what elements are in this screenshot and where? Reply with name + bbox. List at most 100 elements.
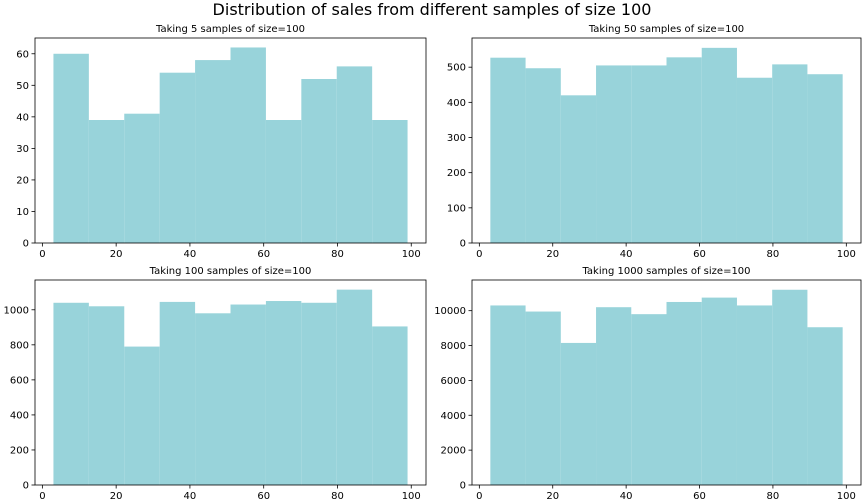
y-tick-label: 400 xyxy=(10,410,29,421)
y-tick-label: 800 xyxy=(10,340,29,351)
subplot-4: 0 20 40 60 80 100 0 2000 4000 6000 8000 10000 Taking… xyxy=(434,266,862,502)
histogram-bar xyxy=(159,72,196,243)
subplot-title: Taking 50 samples of size=100 xyxy=(588,24,744,35)
histogram-bar xyxy=(631,314,667,485)
subplot-1: 0 20 40 60 80 100 0 10 20 30 40 50 60 Taking 5 sample… xyxy=(16,24,427,260)
y-tick-label: 0 xyxy=(23,481,29,492)
histogram-bar xyxy=(195,313,231,485)
y-tick-label: 30 xyxy=(16,144,29,155)
histogram-bar xyxy=(372,120,408,243)
histogram-bar xyxy=(195,60,231,244)
x-tick-label: 60 xyxy=(257,249,270,260)
histogram-bar xyxy=(336,289,373,485)
histogram-bar xyxy=(560,342,597,485)
histogram-bar xyxy=(631,65,667,244)
histogram-bar xyxy=(53,302,89,485)
histogram-bar xyxy=(772,289,808,485)
x-tick-label: 0 xyxy=(476,491,482,502)
figure-title: Distribution of sales from different sam… xyxy=(212,0,652,19)
y-tick-label: 0 xyxy=(460,239,466,250)
histogram-bar xyxy=(124,346,160,485)
x-tick-label: 20 xyxy=(110,249,123,260)
histogram-bar xyxy=(53,53,89,244)
y-tick-label: 200 xyxy=(10,445,29,456)
histogram-bar xyxy=(736,77,773,243)
x-tick-label: 60 xyxy=(257,491,270,502)
histogram-bar xyxy=(230,47,266,243)
x-tick-label: 20 xyxy=(546,249,559,260)
histogram-bar xyxy=(301,302,337,485)
y-tick-label: 600 xyxy=(10,375,29,386)
x-tick-label: 80 xyxy=(767,491,780,502)
x-tick-label: 80 xyxy=(331,249,344,260)
axes-frame xyxy=(471,37,862,244)
histogram-bar xyxy=(807,327,843,485)
x-tick-label: 100 xyxy=(402,249,421,260)
y-tick-label: 1000 xyxy=(4,305,29,316)
histogram-bar xyxy=(490,305,526,485)
y-tick-label: 50 xyxy=(16,81,29,92)
x-tick-label: 60 xyxy=(693,491,706,502)
histogram-bar xyxy=(88,120,125,243)
x-tick-label: 80 xyxy=(331,491,344,502)
axes-frame xyxy=(34,279,427,486)
x-tick-label: 100 xyxy=(837,249,856,260)
histogram-bar xyxy=(336,66,373,243)
y-tick-label: 60 xyxy=(16,49,29,60)
histogram-bar xyxy=(490,57,526,243)
subplot-title: Taking 100 samples of size=100 xyxy=(149,266,312,277)
x-tick-label: 100 xyxy=(837,491,856,502)
y-tick-label: 10 xyxy=(16,207,29,218)
y-tick-label: 40 xyxy=(16,112,29,123)
histogram-bar xyxy=(525,311,561,485)
histogram-bar xyxy=(301,79,337,243)
x-tick-label: 20 xyxy=(110,491,123,502)
x-tick-label: 60 xyxy=(693,249,706,260)
x-tick-label: 40 xyxy=(620,491,633,502)
y-tick-label: 500 xyxy=(447,63,466,74)
x-tick-label: 20 xyxy=(546,491,559,502)
x-tick-label: 40 xyxy=(184,491,197,502)
x-tick-label: 0 xyxy=(39,249,45,260)
histogram-bar xyxy=(159,301,196,485)
y-tick-label: 100 xyxy=(447,203,466,214)
histogram-bar xyxy=(701,297,737,485)
y-tick-label: 400 xyxy=(447,98,466,109)
histogram-bar xyxy=(596,307,632,485)
histogram-bar xyxy=(265,301,302,485)
histogram-bar xyxy=(525,68,561,243)
x-tick-label: 40 xyxy=(620,249,633,260)
y-tick-label: 200 xyxy=(447,168,466,179)
y-tick-label: 8000 xyxy=(441,341,466,352)
histogram-bar xyxy=(666,301,702,485)
subplot-title: Taking 1000 samples of size=100 xyxy=(581,266,750,277)
y-tick-label: 2000 xyxy=(441,446,466,457)
histogram-bar xyxy=(596,65,632,244)
axes-frame xyxy=(471,279,862,486)
histogram-bar xyxy=(666,57,702,243)
histogram-bar xyxy=(88,306,125,485)
y-tick-label: 0 xyxy=(23,239,29,250)
x-tick-label: 80 xyxy=(767,249,780,260)
x-tick-label: 0 xyxy=(476,249,482,260)
histogram-bar xyxy=(807,74,843,244)
subplot-title: Taking 5 samples of size=100 xyxy=(155,24,305,35)
x-tick-label: 100 xyxy=(402,491,421,502)
subplot-2: 0 20 40 60 80 100 0 100 200 300 400 500 Taking 50 sa… xyxy=(447,24,862,260)
histogram-bar xyxy=(372,326,408,485)
x-tick-label: 40 xyxy=(184,249,197,260)
x-tick-label: 0 xyxy=(39,491,45,502)
histogram-bar xyxy=(701,47,737,243)
y-tick-label: 20 xyxy=(16,175,29,186)
axes-frame xyxy=(34,37,427,244)
histogram-bar xyxy=(230,304,266,485)
y-tick-label: 10000 xyxy=(434,306,466,317)
y-tick-label: 4000 xyxy=(441,411,466,422)
histogram-bar xyxy=(560,95,597,243)
y-tick-label: 6000 xyxy=(441,376,466,387)
histogram-bar xyxy=(265,120,302,243)
y-tick-label: 300 xyxy=(447,133,466,144)
y-tick-label: 0 xyxy=(460,481,466,492)
